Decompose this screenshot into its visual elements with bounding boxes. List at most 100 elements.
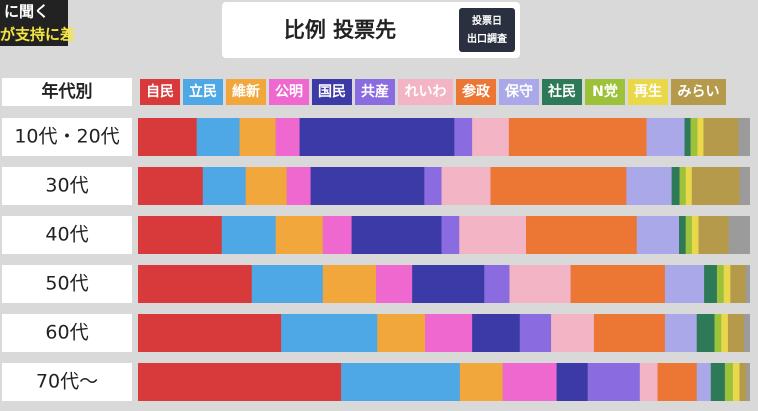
bar-segment xyxy=(251,265,323,303)
bar-segment xyxy=(698,216,729,254)
bar-segment xyxy=(138,118,197,156)
bar-segment xyxy=(526,216,637,254)
bar-segment xyxy=(425,314,473,352)
bar-segment xyxy=(685,167,692,205)
bar-segment xyxy=(286,167,311,205)
legend-swatch xyxy=(628,79,668,105)
bar-segment xyxy=(138,265,252,303)
bar-segment xyxy=(679,216,686,254)
bar-segment xyxy=(710,363,725,401)
bar-segment xyxy=(441,167,491,205)
legend-swatch xyxy=(312,79,352,105)
legend-label: みらい xyxy=(678,84,720,100)
bar-segment xyxy=(138,167,203,205)
subtitle: 投票日 xyxy=(472,14,502,27)
bar-segment xyxy=(696,314,715,352)
bar-segment xyxy=(721,314,728,352)
bar-segment xyxy=(299,118,455,156)
bar-segment xyxy=(376,265,413,303)
caption-box xyxy=(0,0,68,46)
bar-segment xyxy=(714,314,722,352)
bar-segment xyxy=(664,314,697,352)
legend-label: 国民 xyxy=(318,84,346,100)
bar-segment xyxy=(739,363,747,401)
legend-swatch xyxy=(269,79,309,105)
bar-segment xyxy=(657,363,697,401)
bar-segment xyxy=(138,216,222,254)
y-tick-label: 70代～ xyxy=(36,371,98,393)
subtitle: 出口調査 xyxy=(467,32,508,45)
bar-segment xyxy=(730,265,746,303)
row-label-box xyxy=(2,118,132,156)
bar-segment xyxy=(587,363,640,401)
legend-label: 立民 xyxy=(189,83,217,100)
bar-segment xyxy=(322,265,377,303)
legend-swatch xyxy=(140,79,180,105)
bar-segment xyxy=(351,216,442,254)
row-label-box xyxy=(2,265,132,303)
legend-swatch xyxy=(585,79,625,105)
bar-segment xyxy=(696,363,711,401)
legend-swatch xyxy=(499,79,539,105)
category-label-box xyxy=(2,78,132,106)
bar-segment xyxy=(679,167,686,205)
legend-label: 保守 xyxy=(504,83,533,100)
title-box xyxy=(222,2,520,58)
bar-segment xyxy=(275,216,323,254)
bar-segment xyxy=(664,265,705,303)
bar-segment xyxy=(472,314,520,352)
bar-segment xyxy=(646,118,685,156)
bar-segment xyxy=(202,167,246,205)
row-label-box xyxy=(2,363,132,401)
bar-segment xyxy=(626,167,672,205)
y-tick-label: 30代 xyxy=(45,175,88,197)
caption: が支持に差 xyxy=(0,26,75,44)
bar-segment xyxy=(275,118,300,156)
bar-segment xyxy=(441,216,460,254)
bar-segment xyxy=(502,363,557,401)
bar-segment xyxy=(424,167,442,205)
bar-segment xyxy=(281,314,378,352)
caption: に聞く xyxy=(4,3,49,21)
row-label-box xyxy=(2,167,132,205)
chart-title: 比例 投票先 xyxy=(284,18,396,42)
legend-swatch xyxy=(398,79,453,105)
bar-segment xyxy=(723,265,731,303)
bar-segment xyxy=(636,216,680,254)
legend-swatch xyxy=(671,79,726,105)
subtitle-box xyxy=(459,8,515,52)
bar-segment xyxy=(377,314,426,352)
bar-segment xyxy=(490,167,627,205)
bar-segment xyxy=(221,216,276,254)
bar-segment xyxy=(454,118,473,156)
bar-segment xyxy=(685,216,692,254)
bar-segment xyxy=(703,118,739,156)
legend-label: 参政 xyxy=(462,83,491,100)
bar-segment xyxy=(551,314,594,352)
bar-segment xyxy=(509,265,571,303)
bar-segment xyxy=(716,265,724,303)
y-tick-label: 50代 xyxy=(45,273,88,295)
bar-segment xyxy=(412,265,485,303)
legend-label: 維新 xyxy=(232,83,260,100)
y-tick-label: 60代 xyxy=(45,322,88,344)
bar-segment xyxy=(519,314,552,352)
bar-segment xyxy=(508,118,647,156)
bar-segment xyxy=(697,118,704,156)
legend-swatch xyxy=(355,79,395,105)
bar-segment xyxy=(196,118,240,156)
bar-segment xyxy=(593,314,665,352)
bar-segment xyxy=(639,363,658,401)
legend-swatch xyxy=(456,79,496,105)
bar-segment xyxy=(556,363,588,401)
y-tick-label: 40代 xyxy=(45,224,88,246)
legend-label: れいわ xyxy=(405,84,447,100)
bar-segment xyxy=(691,167,740,205)
bar-segment xyxy=(727,314,744,352)
bar-segment xyxy=(472,118,509,156)
bar-segment xyxy=(671,167,680,205)
bar-segment xyxy=(724,363,733,401)
category-label: 年代別 xyxy=(42,81,93,102)
bar-segment xyxy=(459,216,527,254)
